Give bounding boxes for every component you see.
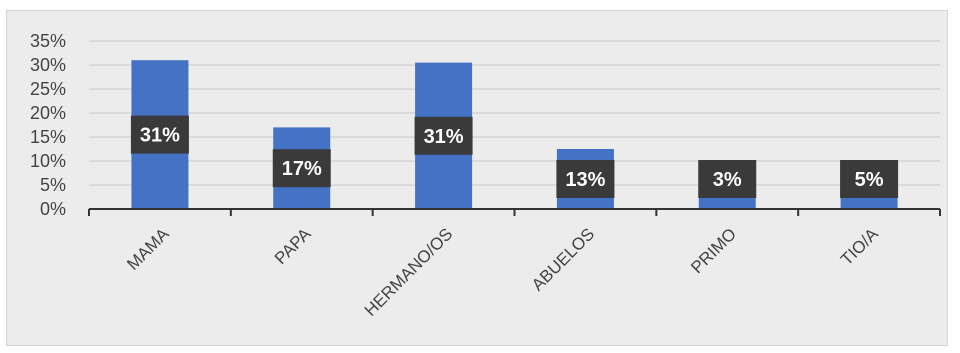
data-label: 13%	[556, 160, 615, 198]
data-label-box	[556, 160, 615, 198]
x-category-label: HERMANO/OS	[361, 224, 457, 320]
y-tick-label: 35%	[30, 31, 66, 51]
data-label-box	[414, 116, 473, 155]
data-label-text: 5%	[855, 169, 884, 191]
x-category-label: ABUELOS	[528, 224, 598, 294]
x-category-label: PAPA	[271, 224, 315, 268]
data-label-box	[272, 149, 331, 188]
data-label-text: 13%	[565, 169, 605, 191]
data-labels: 31% 17% 31% 13% 3% 5%	[130, 115, 899, 198]
y-tick-label: 0%	[40, 199, 66, 219]
data-label-box	[840, 160, 899, 198]
y-tick-label: 20%	[30, 103, 66, 123]
y-tick-label: 30%	[30, 55, 66, 75]
gridlines	[89, 40, 940, 186]
x-category-label: MAMA	[123, 224, 173, 274]
y-tick-label: 25%	[30, 79, 66, 99]
data-label-box	[130, 115, 189, 154]
y-axis-tick-labels: 0% 5% 10% 15% 20% 25% 30% 35%	[30, 31, 66, 219]
y-tick-label: 5%	[40, 175, 66, 195]
x-axis	[88, 208, 941, 216]
data-label-text: 31%	[140, 125, 180, 147]
x-category-label: TIO/A	[837, 224, 882, 269]
data-label-text: 3%	[713, 169, 742, 191]
bars	[131, 60, 898, 210]
data-label: 31%	[130, 115, 189, 154]
data-label: 3%	[698, 160, 757, 198]
data-label: 5%	[840, 160, 899, 198]
data-label-box	[698, 160, 757, 198]
y-tick-label: 15%	[30, 127, 66, 147]
data-label-text: 17%	[282, 158, 322, 180]
x-axis-category-labels: MAMA PAPA HERMANO/OS ABUELOS PRIMO TIO/A	[123, 224, 882, 320]
y-tick-label: 10%	[30, 151, 66, 171]
data-label: 17%	[272, 149, 331, 188]
x-category-label: PRIMO	[687, 224, 740, 277]
data-label-text: 31%	[424, 126, 464, 148]
data-label: 31%	[414, 116, 473, 155]
